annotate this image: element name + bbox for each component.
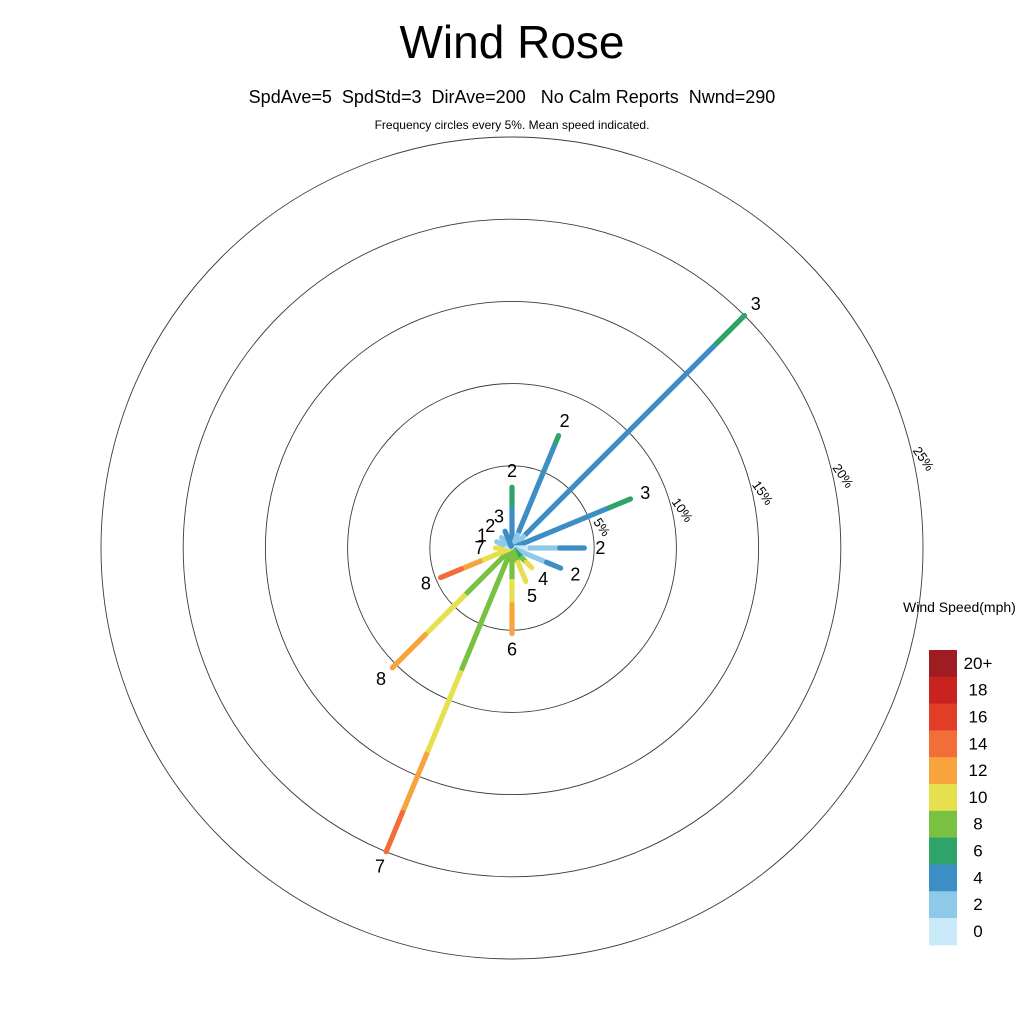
wind-petal-segment-ne: [714, 312, 748, 346]
legend-swatch-16: [929, 703, 957, 731]
wind-petal-segment-sw: [423, 592, 468, 637]
petal-mean-speed-label-sse: 5: [527, 586, 537, 606]
petal-mean-speed-label-ne: 3: [751, 294, 761, 314]
wind-petal-segment-wsw: [481, 546, 512, 563]
chart-subtitle: SpdAve=5 SpdStd=3 DirAve=200 No Calm Rep…: [249, 87, 776, 107]
legend-swatch-6: [929, 837, 957, 865]
petal-mean-speed-label-w: 7: [475, 538, 485, 558]
petal-mean-speed-label-nnw: 3: [494, 507, 504, 527]
legend-label-20+: 20+: [964, 654, 993, 673]
legend-swatch-12: [929, 757, 957, 785]
wind-petal-segment-nnw: [502, 528, 514, 549]
ring-label: 5%: [590, 515, 613, 539]
legend-label-10: 10: [969, 788, 988, 807]
legend-swatch-14: [929, 730, 957, 758]
legend-swatch-10: [929, 784, 957, 812]
frequency-ring: [347, 383, 677, 713]
petal-mean-speed-label-ene: 3: [640, 483, 650, 503]
wind-speed-legend: Wind Speed(mph) 20+ 18 16 14 12 10 8 6 4 2 0: [903, 599, 1016, 946]
legend-swatch-4: [929, 864, 957, 892]
wind-petal-segment-ene: [606, 496, 634, 511]
wind-petal-segment-ne: [523, 341, 719, 537]
frequency-ring: [100, 136, 924, 960]
petal-mean-speed-label-n: 2: [507, 461, 517, 481]
wind-petal-segment-nne: [553, 433, 562, 445]
wind-petal-segment-ssw: [425, 669, 464, 754]
legend-label-6: 6: [973, 842, 982, 861]
wind-petal-segment-ssw: [458, 548, 514, 672]
legend-title: Wind Speed(mph): [903, 599, 1016, 615]
wind-petal-segment-sse: [515, 559, 529, 585]
wind-petal-segment-wnw: [494, 539, 507, 548]
petal-mean-speed-label-se: 4: [538, 569, 548, 589]
legend-label-4: 4: [973, 868, 982, 887]
petal-mean-speed-label-e: 2: [595, 538, 605, 558]
wind-petal-segment-ese: [512, 546, 548, 565]
ring-label: 10%: [669, 495, 696, 525]
chart-caption: Frequency circles every 5%. Mean speed i…: [375, 118, 650, 132]
petal-mean-speed-label-nne: 2: [560, 411, 570, 431]
legend-label-2: 2: [973, 895, 982, 914]
legend-swatch-0: [929, 918, 957, 946]
wind-petal-segment-wsw: [438, 566, 465, 581]
legend-swatch-20+: [929, 650, 957, 678]
petal-mean-speed-label-s: 6: [507, 639, 517, 659]
legend-swatch-18: [929, 676, 957, 705]
legend-label-8: 8: [973, 815, 982, 834]
wind-petal-segment-se: [523, 559, 535, 571]
legend-label-12: 12: [969, 761, 988, 780]
wind-petal-segment-ssw: [383, 809, 406, 855]
wind-petal-segment-ssw: [400, 751, 430, 814]
petal-mean-speed-label-sw: 8: [376, 669, 386, 689]
frequency-ring: [264, 300, 760, 796]
legend-label-16: 16: [969, 708, 988, 727]
legend-label-18: 18: [969, 681, 988, 700]
wind-petal-segment-wsw: [460, 557, 484, 572]
wind-petal-segment-nne: [515, 441, 559, 534]
ring-label: 20%: [830, 461, 857, 491]
legend-swatch-2: [929, 891, 957, 919]
legend-label-14: 14: [969, 734, 988, 753]
petal-mean-speed-label-nw: 2: [485, 516, 495, 536]
frequency-ring: [182, 218, 842, 878]
petal-mean-speed-label-ssw: 7: [375, 857, 385, 877]
petal-mean-speed-label-wnw: 1: [477, 526, 487, 546]
wind-petal-segment-ene: [512, 505, 611, 550]
legend-swatch-8: [929, 810, 957, 839]
wind-petal-segment-ese: [543, 559, 564, 571]
chart-title: Wind Rose: [400, 16, 625, 68]
ring-label: 25%: [910, 444, 937, 474]
wind-petal-segment-sw: [389, 632, 428, 671]
legend-label-0: 0: [973, 922, 982, 941]
petal-mean-speed-label-ese: 2: [570, 564, 580, 584]
petal-mean-speed-label-wsw: 8: [421, 574, 431, 594]
ring-label: 15%: [749, 478, 776, 508]
wind-petal-segment-sw: [463, 547, 513, 597]
